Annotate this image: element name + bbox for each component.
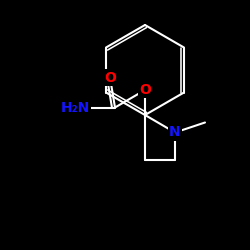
Text: O: O <box>104 70 116 85</box>
Text: O: O <box>139 83 151 97</box>
Text: N: N <box>169 126 181 140</box>
Text: H₂N: H₂N <box>60 100 90 114</box>
